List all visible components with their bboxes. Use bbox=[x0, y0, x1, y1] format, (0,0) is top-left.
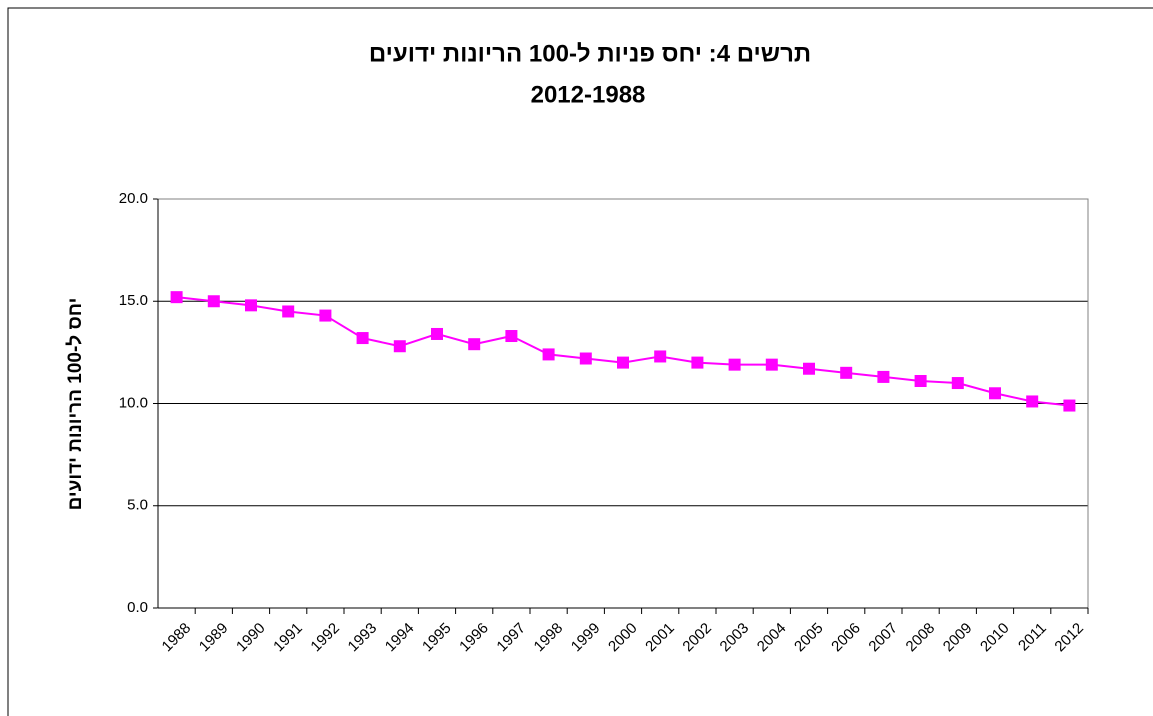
marker bbox=[914, 375, 927, 388]
x-tick-label: 2009 bbox=[940, 620, 976, 656]
marker bbox=[765, 358, 778, 371]
x-tick-label: 2000 bbox=[605, 620, 641, 656]
series-line bbox=[176, 296, 1070, 407]
x-tick-label: 1991 bbox=[270, 620, 306, 656]
x-tick-label: 2008 bbox=[903, 620, 939, 656]
y-tick-label: 5.0 bbox=[127, 497, 148, 514]
marker bbox=[691, 356, 704, 369]
y-tick-label: 0.0 bbox=[127, 599, 148, 616]
y-tick-label: 20.0 bbox=[119, 190, 148, 207]
marker bbox=[505, 330, 518, 343]
x-tick-label: 2003 bbox=[717, 620, 753, 656]
marker bbox=[282, 305, 295, 318]
marker bbox=[542, 348, 555, 361]
frame bbox=[7, 7, 1153, 716]
x-tick-label: 1990 bbox=[233, 620, 269, 656]
chart-title: תרשים 4: יחס פניות ל-100 הריונות ידועים bbox=[369, 40, 811, 67]
x-tick-label: 1993 bbox=[345, 620, 381, 656]
marker bbox=[654, 350, 667, 363]
marker bbox=[989, 387, 1001, 400]
x-tick-label: 2010 bbox=[977, 620, 1013, 656]
marker bbox=[245, 299, 257, 312]
y-tick-label: 10.0 bbox=[119, 394, 148, 411]
marker bbox=[431, 327, 443, 340]
marker bbox=[170, 291, 183, 304]
x-tick-label: 1996 bbox=[456, 620, 492, 656]
x-tick-label: 1999 bbox=[568, 620, 604, 656]
marker bbox=[1063, 399, 1076, 412]
marker bbox=[803, 362, 815, 375]
chart-subtitle: 2012-1988 bbox=[531, 81, 646, 108]
x-tick-label: 2004 bbox=[754, 620, 790, 656]
x-tick-label: 2002 bbox=[679, 620, 715, 656]
marker bbox=[393, 340, 406, 353]
marker bbox=[840, 366, 853, 379]
marker bbox=[579, 352, 592, 365]
marker bbox=[728, 358, 741, 371]
x-tick-label: 1988 bbox=[159, 620, 195, 656]
x-tick-label: 1989 bbox=[196, 620, 232, 656]
marker bbox=[468, 338, 481, 351]
marker bbox=[1026, 395, 1039, 408]
marker bbox=[617, 356, 629, 369]
marker bbox=[356, 332, 369, 345]
x-tick-label: 2001 bbox=[642, 620, 678, 656]
x-tick-label: 1995 bbox=[419, 620, 455, 656]
marker bbox=[951, 377, 964, 390]
marker bbox=[207, 295, 220, 308]
y-axis-label: יחס ל-100 הריונות ידועים bbox=[65, 298, 86, 511]
marker bbox=[319, 309, 332, 322]
x-tick-label: 1997 bbox=[493, 620, 529, 656]
x-tick-label: 2012 bbox=[1051, 620, 1087, 656]
y-tick-label: 15.0 bbox=[119, 292, 148, 309]
x-tick-label: 2006 bbox=[828, 620, 864, 656]
x-tick-label: 2007 bbox=[865, 620, 901, 656]
x-tick-label: 2011 bbox=[1015, 620, 1050, 655]
x-tick-label: 1994 bbox=[382, 620, 418, 656]
x-tick-label: 1992 bbox=[307, 620, 343, 656]
x-tick-label: 2005 bbox=[791, 620, 827, 656]
marker bbox=[877, 370, 890, 383]
x-tick-label: 1998 bbox=[531, 620, 567, 656]
